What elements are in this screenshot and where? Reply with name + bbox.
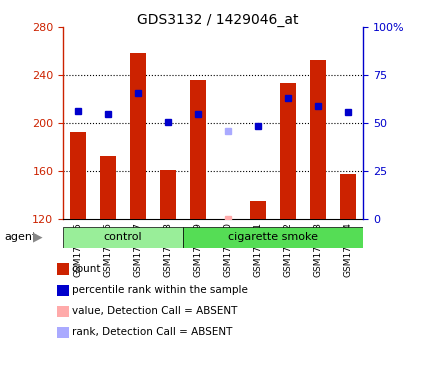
Bar: [63, 227, 183, 248]
Bar: [339, 174, 355, 219]
Bar: [183, 227, 362, 248]
Text: percentile rank within the sample: percentile rank within the sample: [72, 285, 247, 295]
Bar: [100, 157, 116, 219]
Text: agent: agent: [4, 232, 36, 242]
Text: ▶: ▶: [33, 231, 43, 244]
Text: control: control: [104, 232, 142, 242]
Bar: [130, 53, 146, 219]
Bar: [250, 201, 266, 219]
Bar: [190, 79, 206, 219]
Text: GDS3132 / 1429046_at: GDS3132 / 1429046_at: [136, 13, 298, 27]
Bar: [70, 132, 86, 219]
Bar: [160, 170, 176, 219]
Text: rank, Detection Call = ABSENT: rank, Detection Call = ABSENT: [72, 327, 232, 337]
Text: value, Detection Call = ABSENT: value, Detection Call = ABSENT: [72, 306, 237, 316]
Text: cigarette smoke: cigarette smoke: [228, 232, 317, 242]
Text: count: count: [72, 264, 101, 274]
Bar: [279, 83, 296, 219]
Bar: [309, 60, 326, 219]
